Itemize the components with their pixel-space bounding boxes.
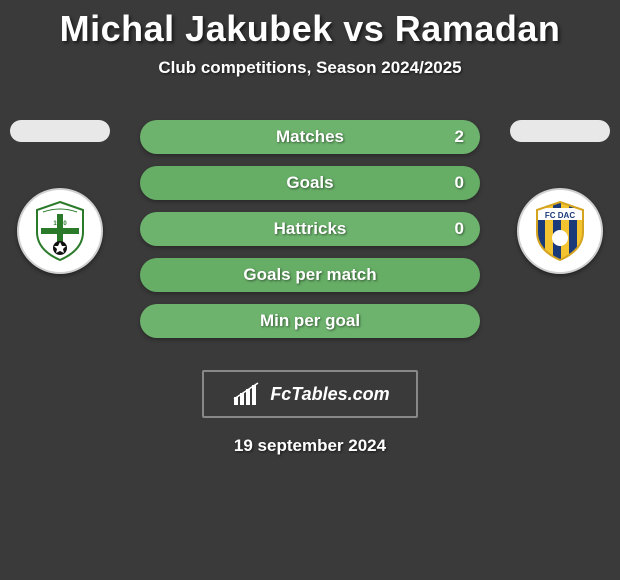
player-right-team-pill xyxy=(510,120,610,142)
stats-column: Matches 2 Goals 0 Hattricks 0 Goals per … xyxy=(140,120,480,350)
player-right-crest: FC DAC xyxy=(517,188,603,274)
footer-date: 19 september 2024 xyxy=(0,436,620,456)
stat-label: Min per goal xyxy=(260,311,360,331)
stat-row-min-per-goal: Min per goal xyxy=(140,304,480,338)
stat-row-matches: Matches 2 xyxy=(140,120,480,154)
player-right-slot: FC DAC xyxy=(510,120,610,274)
stat-row-hattricks: Hattricks 0 xyxy=(140,212,480,246)
stat-label: Goals per match xyxy=(243,265,376,285)
svg-text:FC DAC: FC DAC xyxy=(545,211,575,220)
crest-left-icon: 1920 xyxy=(27,198,93,264)
player-left-crest: 1920 xyxy=(17,188,103,274)
watermark-text: FcTables.com xyxy=(270,384,389,405)
stat-value-right: 2 xyxy=(455,127,464,147)
stat-value-right: 0 xyxy=(455,173,464,193)
page-title: Michal Jakubek vs Ramadan xyxy=(0,0,620,50)
stat-label: Hattricks xyxy=(274,219,347,239)
svg-text:1920: 1920 xyxy=(53,221,67,227)
comparison-row: 1920 Matches 2 Goals 0 Hattricks 0 Goals… xyxy=(0,120,620,350)
bar-chart-icon xyxy=(230,381,264,407)
watermark-box: FcTables.com xyxy=(202,370,418,418)
player-left-slot: 1920 xyxy=(10,120,110,274)
season-subtitle: Club competitions, Season 2024/2025 xyxy=(0,58,620,78)
stat-label: Goals xyxy=(286,173,333,193)
stat-label: Matches xyxy=(276,127,344,147)
stat-row-goals: Goals 0 xyxy=(140,166,480,200)
stat-row-goals-per-match: Goals per match xyxy=(140,258,480,292)
crest-right-icon: FC DAC xyxy=(527,198,593,264)
stat-value-right: 0 xyxy=(455,219,464,239)
player-left-team-pill xyxy=(10,120,110,142)
